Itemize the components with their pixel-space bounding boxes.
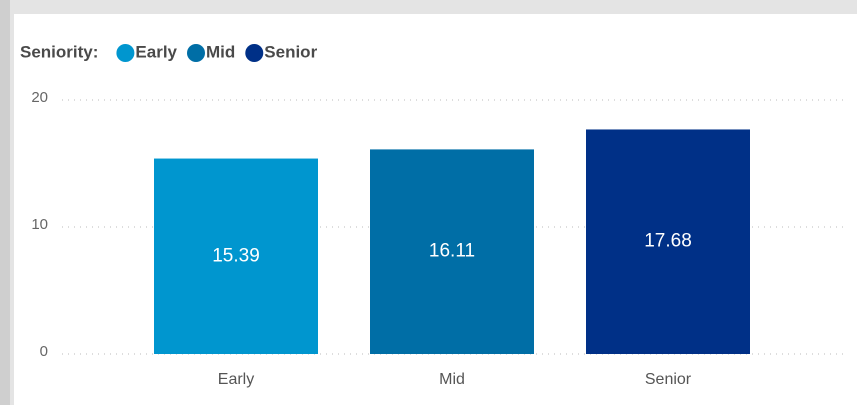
data-label: 16.11 (429, 241, 475, 262)
y-tick-label: 0 (40, 343, 48, 360)
legend-label: Mid (206, 42, 235, 61)
x-tick-label: Senior (645, 371, 692, 388)
bar (586, 129, 750, 354)
legend-marker (245, 44, 264, 62)
data-label: 15.39 (212, 245, 260, 266)
legend-title: Seniority: (20, 42, 98, 61)
legend-marker (187, 44, 205, 62)
side-strip (0, 0, 10, 405)
bar (370, 149, 534, 354)
bar (154, 158, 318, 354)
x-tick-label: Early (218, 371, 254, 388)
data-label: 17.68 (644, 231, 692, 252)
x-tick-label: Mid (439, 371, 465, 388)
y-tick-label: 10 (31, 216, 48, 233)
y-tick-label: 20 (31, 89, 48, 106)
legend-label: Early (135, 42, 177, 61)
legend-label: Senior (264, 42, 317, 61)
legend-marker (116, 44, 135, 62)
